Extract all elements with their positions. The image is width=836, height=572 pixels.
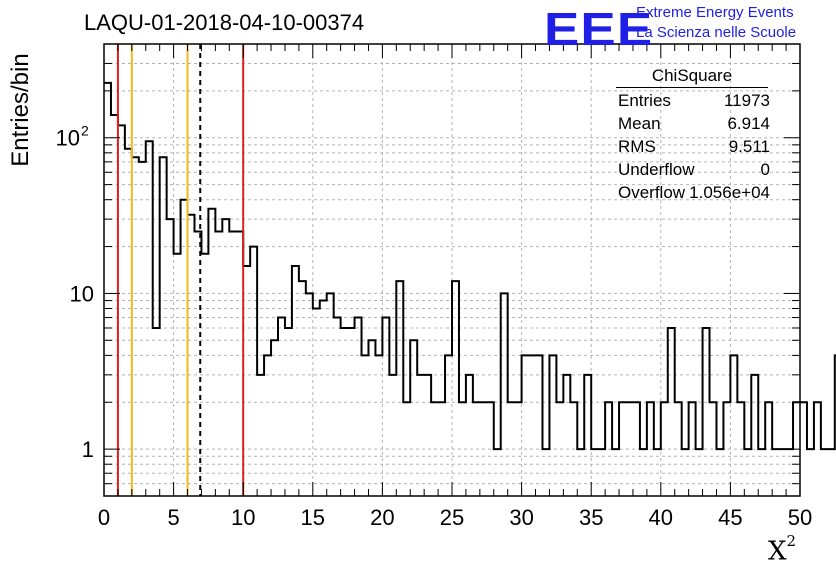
- stats-box: ChiSquare Entries 11973 Mean 6.914 RMS 9…: [612, 66, 780, 203]
- y-tick-label: 10: [70, 281, 94, 306]
- stat-row-underflow: Underflow 0: [612, 157, 780, 180]
- chart-title: LAQU-01-2018-04-10-00374: [84, 10, 365, 35]
- y-tick-label-exponent: 2: [81, 123, 89, 139]
- x-tick-label: 10: [231, 505, 255, 530]
- y-axis-label: Entries/bin: [7, 53, 34, 167]
- x-tick-label: 40: [649, 505, 673, 530]
- x-axis-label-symbol: X: [768, 536, 787, 567]
- stat-value: 1.056e+04: [689, 183, 770, 202]
- y-tick-label: 10: [56, 126, 80, 151]
- y-tick-label: 1: [82, 437, 94, 462]
- stat-name: Entries: [618, 91, 671, 110]
- stat-row-overflow: Overflow 1.056e+04: [612, 180, 780, 203]
- x-tick-label: 35: [579, 505, 603, 530]
- stat-row-mean: Mean 6.914: [612, 111, 780, 134]
- x-tick-label: 15: [301, 505, 325, 530]
- eee-logo: EEE: [544, 3, 654, 55]
- stat-value: 0: [760, 160, 770, 179]
- stat-name: Underflow: [618, 160, 695, 179]
- x-tick-label: 20: [370, 505, 394, 530]
- x-tick-label: 50: [788, 505, 812, 530]
- stat-name: Overflow: [618, 183, 686, 202]
- x-tick-label: 0: [98, 505, 110, 530]
- x-tick-label: 5: [167, 505, 179, 530]
- x-tick-label: 30: [509, 505, 533, 530]
- x-axis-label-superscript: 2: [786, 532, 797, 550]
- x-tick-label: 25: [440, 505, 464, 530]
- x-axis-label: X2: [768, 532, 796, 567]
- x-tick-label: 45: [718, 505, 742, 530]
- logo-line-1: Extreme Energy Events: [636, 4, 794, 21]
- histogram-line: [104, 81, 836, 451]
- stat-name: Mean: [618, 114, 661, 133]
- stat-name: RMS: [618, 137, 656, 156]
- logo-line-2: La Scienza nelle Scuole: [636, 24, 797, 41]
- stat-value: 11973: [723, 91, 770, 110]
- stat-row-entries: Entries 11973: [612, 88, 780, 111]
- stat-value: 9.511: [728, 137, 770, 156]
- stat-value: 6.914: [727, 114, 770, 133]
- stats-title: ChiSquare: [616, 66, 768, 88]
- stat-row-rms: RMS 9.511: [612, 134, 780, 157]
